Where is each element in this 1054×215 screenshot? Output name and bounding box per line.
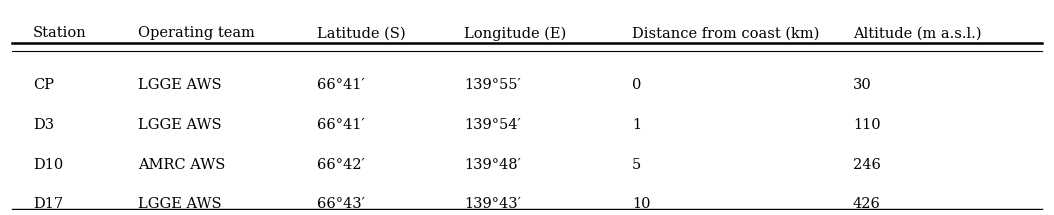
Text: 139°48′: 139°48′ — [464, 158, 521, 172]
Text: 139°55′: 139°55′ — [464, 78, 521, 92]
Text: 139°54′: 139°54′ — [464, 118, 521, 132]
Text: Latitude (S): Latitude (S) — [317, 26, 406, 40]
Text: Altitude (m a.s.l.): Altitude (m a.s.l.) — [853, 26, 981, 40]
Text: 110: 110 — [853, 118, 880, 132]
Text: 1: 1 — [632, 118, 641, 132]
Text: 139°43′: 139°43′ — [464, 197, 521, 211]
Text: 66°41′: 66°41′ — [317, 78, 365, 92]
Text: LGGE AWS: LGGE AWS — [138, 197, 221, 211]
Text: Station: Station — [33, 26, 86, 40]
Text: 0: 0 — [632, 78, 642, 92]
Text: D3: D3 — [33, 118, 54, 132]
Text: 66°41′: 66°41′ — [317, 118, 365, 132]
Text: 426: 426 — [853, 197, 881, 211]
Text: LGGE AWS: LGGE AWS — [138, 118, 221, 132]
Text: Distance from coast (km): Distance from coast (km) — [632, 26, 820, 40]
Text: D17: D17 — [33, 197, 63, 211]
Text: 5: 5 — [632, 158, 642, 172]
Text: 30: 30 — [853, 78, 872, 92]
Text: Operating team: Operating team — [138, 26, 255, 40]
Text: 66°42′: 66°42′ — [317, 158, 365, 172]
Text: Longitude (E): Longitude (E) — [464, 26, 566, 41]
Text: D10: D10 — [33, 158, 63, 172]
Text: AMRC AWS: AMRC AWS — [138, 158, 226, 172]
Text: 66°43′: 66°43′ — [317, 197, 365, 211]
Text: 10: 10 — [632, 197, 650, 211]
Text: LGGE AWS: LGGE AWS — [138, 78, 221, 92]
Text: CP: CP — [33, 78, 54, 92]
Text: 246: 246 — [853, 158, 881, 172]
